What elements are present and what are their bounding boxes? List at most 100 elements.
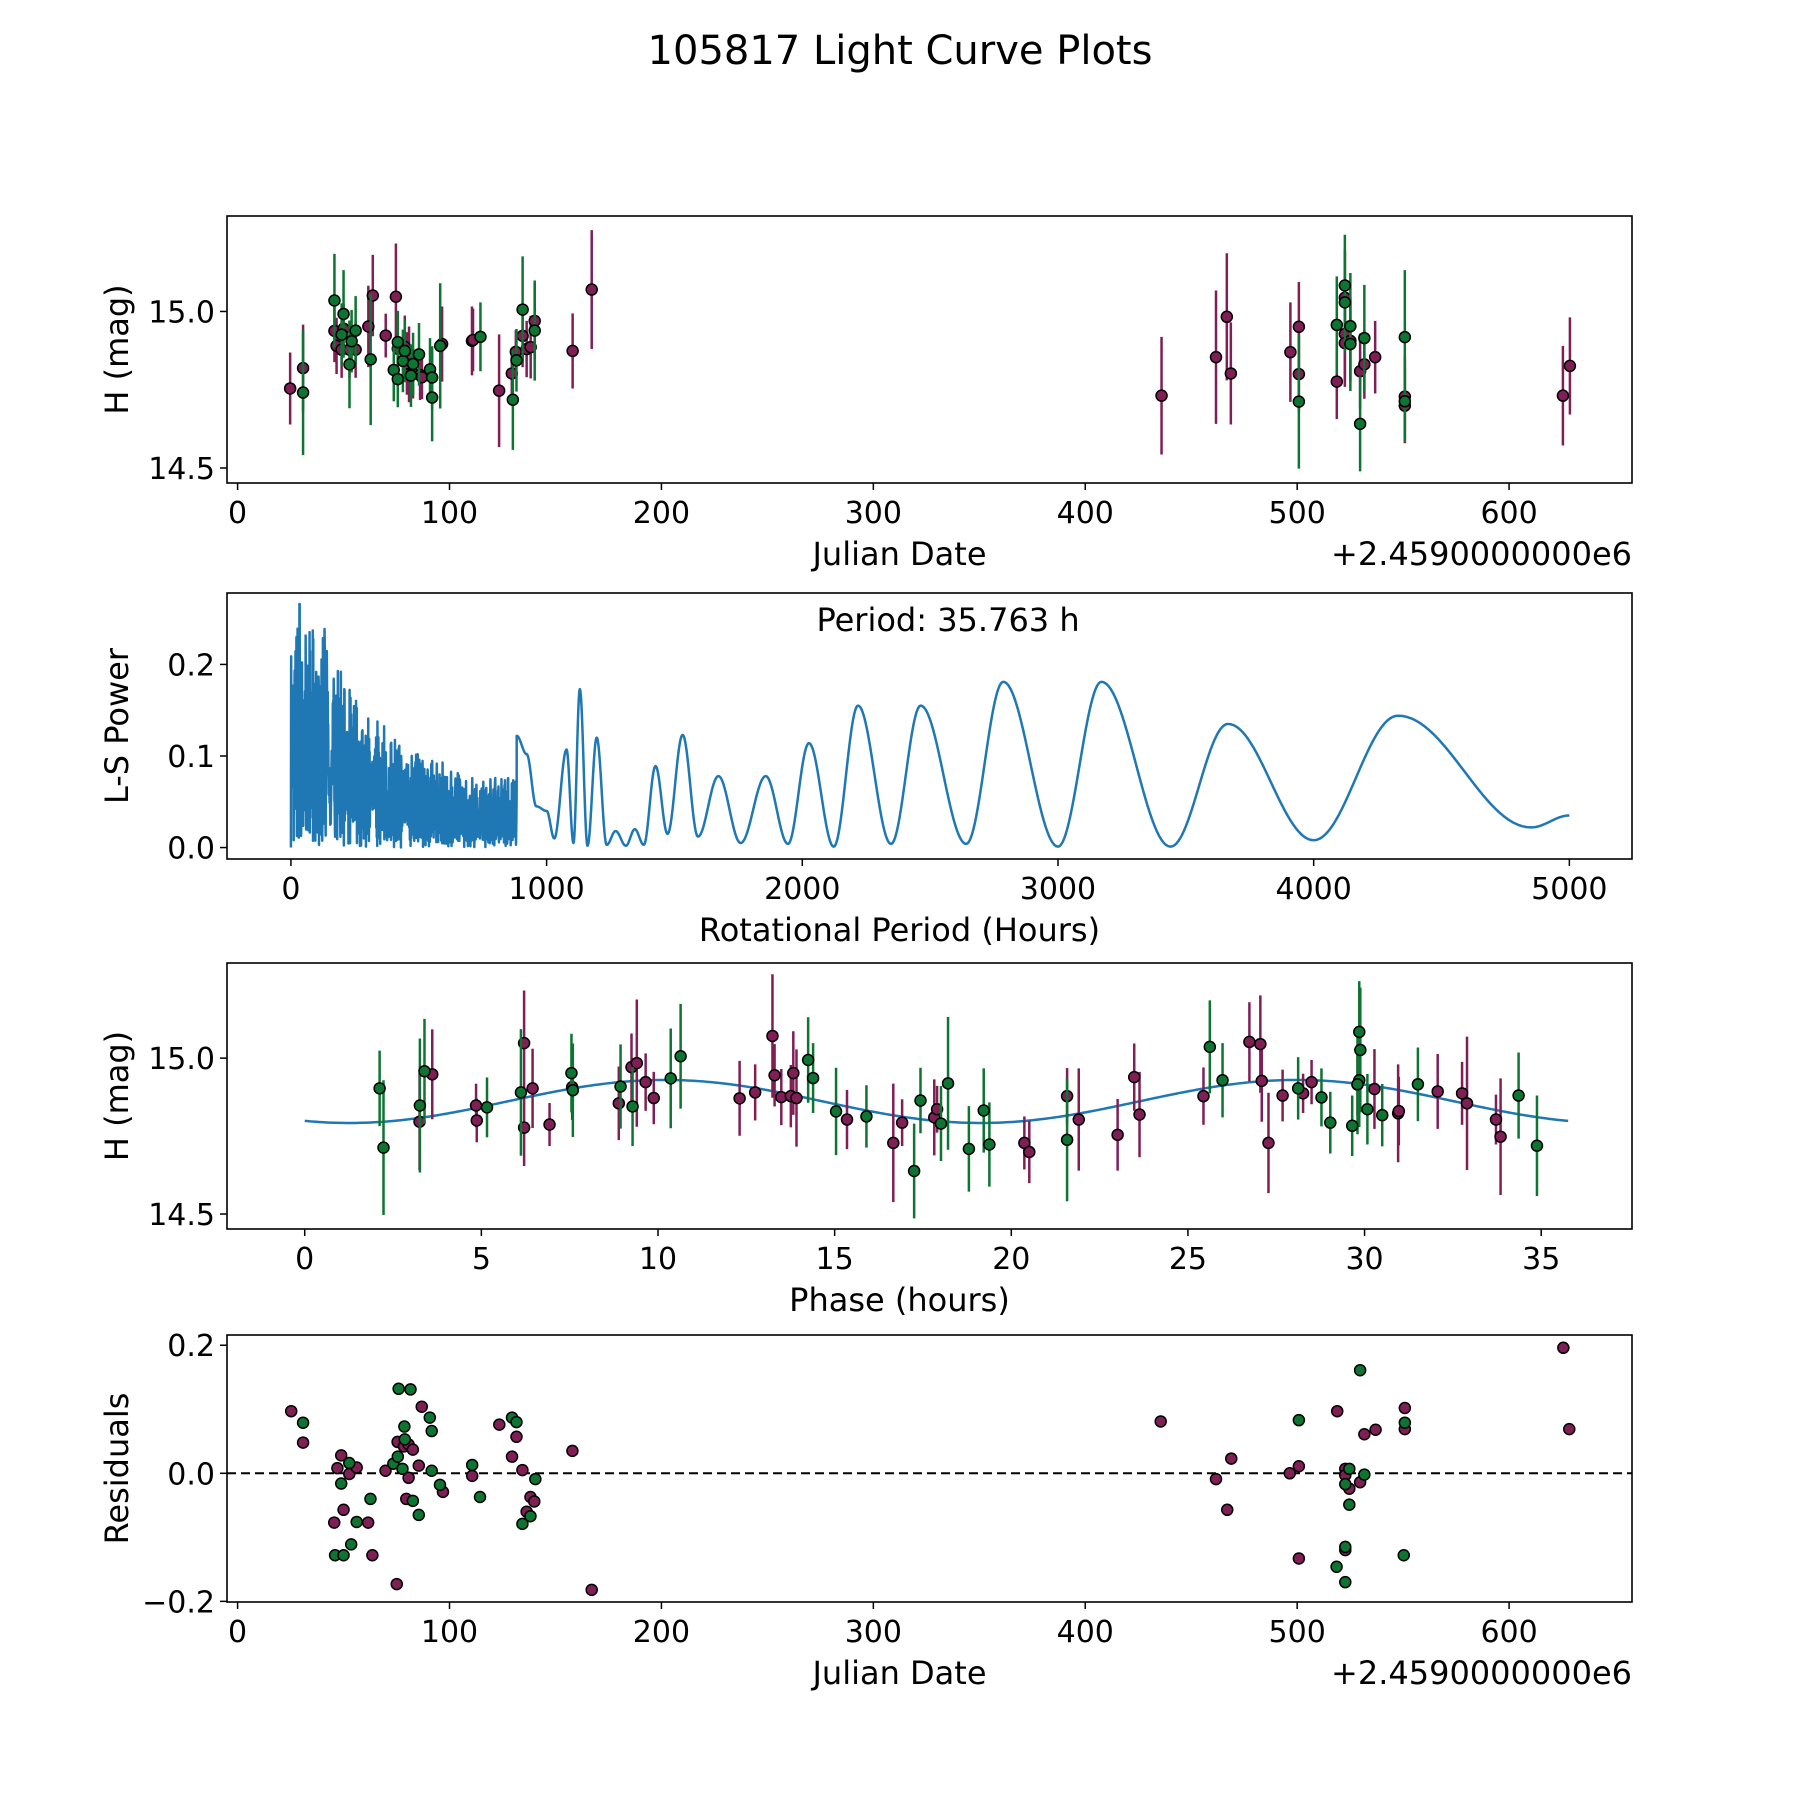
data-point [465,1469,479,1483]
data-point [412,348,426,361]
x-tick-label: 25 [1169,1242,1207,1277]
data-point [345,334,358,348]
data-point [505,1450,519,1463]
data-point [283,382,297,395]
data-point [514,1086,528,1099]
data-point [337,1503,350,1517]
data-point [337,1549,350,1562]
data-point [1127,1070,1141,1084]
y-tick-label: 15.0 [148,1042,215,1077]
x-tick-label: 200 [633,496,690,531]
data-point [1455,1087,1469,1100]
data-point [373,1082,386,1095]
data-point [510,354,523,367]
data-point [396,1462,409,1476]
data-point [1292,1413,1306,1427]
data-point [1368,350,1382,364]
data-point [1353,417,1367,431]
data-point [1292,1552,1306,1565]
data-point [516,1517,529,1531]
x-tick-label: 400 [1057,1615,1114,1650]
x-axis-label: Phase (hours) [789,1281,1010,1319]
data-point [529,1472,542,1486]
axes-frame [226,1334,1633,1603]
data-point [1338,296,1352,309]
data-point [1060,1133,1074,1147]
data-point [335,328,348,341]
data-point [733,1092,746,1105]
series-magenta [284,1341,1576,1597]
data-point [469,1099,483,1112]
data-point [480,1101,494,1114]
x-tick-label: 100 [421,1615,478,1650]
data-point [1398,1416,1412,1429]
data-point [801,1053,815,1067]
data-point [492,384,506,397]
data-point [361,1516,375,1529]
data-point [860,1110,873,1123]
data-point [1563,1422,1576,1436]
x-axis-label: Rotational Period (Hours) [699,911,1100,949]
data-point [840,1113,854,1126]
data-point [1254,1037,1267,1051]
data-point [1203,1040,1217,1054]
data-point [787,1066,800,1080]
x-tick-label: 0 [228,1615,247,1650]
data-point [389,290,403,304]
data-point [1431,1085,1444,1098]
data-point [1072,1113,1086,1126]
data-point [402,1471,415,1485]
data-point [423,1411,437,1424]
data-point [343,358,356,371]
data-point [543,1118,556,1131]
data-point [1224,367,1238,380]
data-point [1292,395,1306,408]
x-tick-label: 35 [1522,1242,1560,1277]
data-point [1344,337,1357,351]
data-point [1330,1560,1343,1574]
y-tick-label: 14.5 [148,452,215,487]
data-point [337,307,350,321]
data-point [1530,1139,1544,1152]
data-point [391,372,405,386]
data-point [1255,1074,1269,1088]
data-point [914,1094,927,1107]
data-point [412,1508,426,1522]
data-point [465,1458,479,1472]
data-point [415,1400,429,1413]
data-point [418,1064,431,1078]
data-point [934,1117,948,1130]
data-point [1284,345,1297,359]
data-point [296,386,310,399]
x-tick-label: 600 [1480,496,1537,531]
plot-area [304,974,1569,1219]
axes-frame [226,962,1633,1230]
data-point [1345,1119,1359,1133]
data-point [630,1056,644,1070]
y-axis-label: H (mag) [98,284,136,414]
data-point [1220,1503,1234,1517]
data-point [1209,350,1223,364]
periodogram-line [289,602,1570,849]
data-point [406,1443,420,1456]
data-point [1283,1467,1297,1480]
data-point [404,369,418,382]
data-point [510,1430,523,1444]
data-point [1361,1103,1374,1116]
data-point [406,1494,420,1508]
data-point [1344,319,1357,333]
data-point [470,1114,484,1127]
data-point [1292,320,1306,334]
data-point [391,1450,405,1463]
x-tick-label: 0 [295,1242,314,1277]
data-point [1220,310,1234,324]
data-point [473,1490,487,1504]
data-point [1557,1341,1570,1355]
data-point [379,329,392,342]
data-point [1358,1427,1371,1441]
x-tick-label: 500 [1269,496,1326,531]
x-tick-label: 4000 [1275,872,1351,907]
y-tick-label: −0.2 [142,1585,215,1620]
data-point [1276,1089,1289,1102]
data-point [1111,1128,1124,1142]
